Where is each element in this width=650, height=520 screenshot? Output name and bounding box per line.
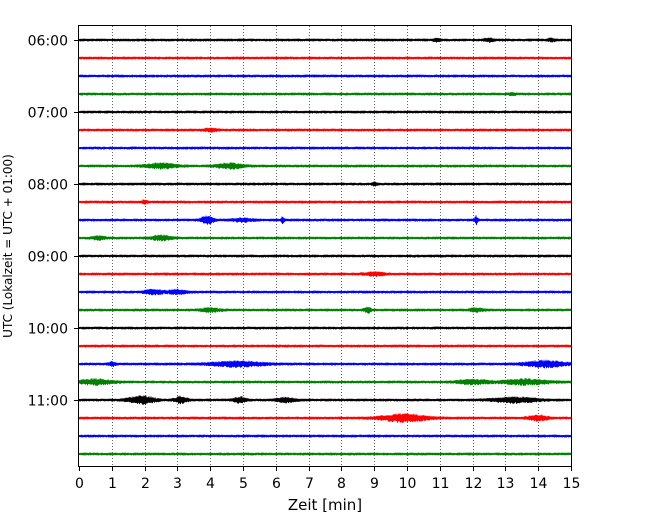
trace-1030 xyxy=(78,359,572,369)
trace-0715 xyxy=(78,127,572,133)
y-tick-label: 08:00 xyxy=(28,178,68,194)
trace-0930 xyxy=(78,288,572,296)
x-axis-title: Zeit [min] xyxy=(288,496,362,514)
x-tick-label: 2 xyxy=(141,476,150,492)
trace-0630 xyxy=(78,74,572,78)
plot-frame xyxy=(78,25,572,467)
x-tick-label: 3 xyxy=(173,476,182,492)
trace-0800 xyxy=(78,181,572,187)
y-tick-label: 09:00 xyxy=(28,250,68,266)
y-axis-title: UTC (Lokalzeit = UTC + 01:00) xyxy=(1,154,15,338)
trace-0830 xyxy=(78,215,572,226)
trace-0915 xyxy=(78,270,572,278)
y-tick-label: 06:00 xyxy=(28,34,68,50)
y-axis: 06:00 07:00 08:00 09:00 10:00 11:00 xyxy=(28,34,78,410)
trace-1100 xyxy=(78,395,572,405)
x-tick-label: 9 xyxy=(370,476,379,492)
trace-0730 xyxy=(78,146,572,150)
x-tick-label: 4 xyxy=(206,476,215,492)
trace-0645 xyxy=(78,91,572,97)
trace-1145 xyxy=(78,452,572,456)
trace-0700 xyxy=(78,110,572,114)
trace-0845 xyxy=(78,234,572,242)
trace-0745 xyxy=(78,162,572,170)
trace-1045 xyxy=(78,377,572,387)
x-tick-label: 11 xyxy=(432,476,450,492)
x-axis: 0 1 2 3 4 5 6 7 8 9 10 11 12 13 14 15 xyxy=(75,467,580,492)
trace-1130 xyxy=(78,434,572,438)
x-tick-label: 12 xyxy=(465,476,483,492)
x-tick-label: 0 xyxy=(75,476,84,492)
x-tick-label: 13 xyxy=(497,476,515,492)
traces xyxy=(78,37,572,456)
x-tick-label: 1 xyxy=(108,476,117,492)
x-tick-label: 7 xyxy=(305,476,314,492)
trace-1115 xyxy=(78,412,572,423)
x-tick-label: 15 xyxy=(563,476,581,492)
x-tick-label: 14 xyxy=(530,476,548,492)
trace-0945 xyxy=(78,306,572,314)
trace-0900 xyxy=(78,254,572,258)
trace-0615 xyxy=(78,56,572,60)
x-tick-label: 10 xyxy=(399,476,417,492)
y-tick-label: 11:00 xyxy=(28,394,68,410)
y-tick-label: 07:00 xyxy=(28,106,68,122)
x-tick-label: 8 xyxy=(337,476,346,492)
trace-0815 xyxy=(78,199,572,205)
x-tick-label: 6 xyxy=(272,476,281,492)
trace-1015 xyxy=(78,344,572,348)
x-tick-label: 5 xyxy=(239,476,248,492)
y-tick-label: 10:00 xyxy=(28,322,68,338)
trace-1000 xyxy=(78,326,572,330)
trace-0600 xyxy=(78,37,572,43)
